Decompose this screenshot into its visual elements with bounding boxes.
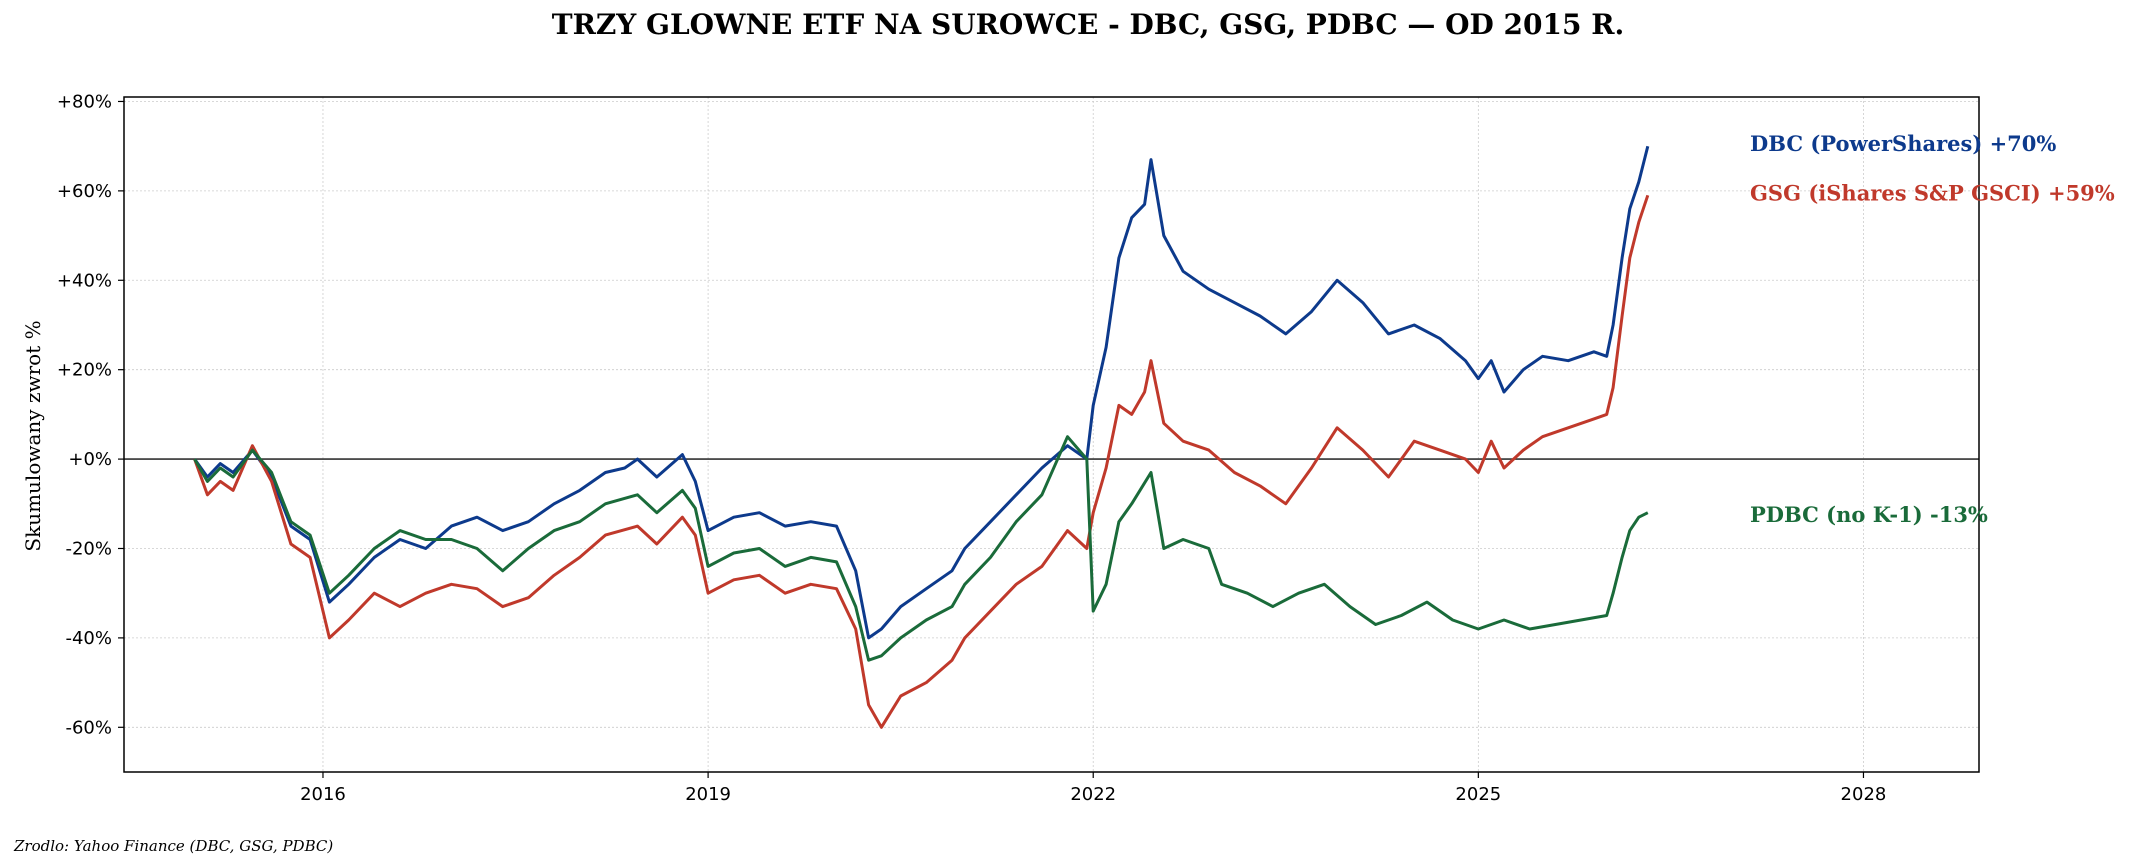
plot-frame xyxy=(123,96,1980,773)
source-note: Zrodlo: Yahoo Finance (DBC, GSG, PDBC) xyxy=(13,837,333,855)
series-end-labels: DBC (PowerShares) +70% GSG (iShares S&P G… xyxy=(1750,131,2115,527)
x-tick-label: 2019 xyxy=(685,784,731,805)
y-tick-label: +60% xyxy=(57,181,112,202)
x-tick-label: 2016 xyxy=(300,784,346,805)
x-tick-label: 2025 xyxy=(1455,784,1501,805)
x-tick-label: 2022 xyxy=(1070,784,1116,805)
y-tick-label: +0% xyxy=(68,449,112,470)
series-line-pdbc xyxy=(193,435,1649,662)
y-axis: +80% +60% +40% +20% +0% -20% -40% -60% xyxy=(57,91,124,738)
y-axis-label: Skumulowany zwrot % xyxy=(21,320,45,551)
x-tick-label: 2028 xyxy=(1841,784,1887,805)
series-end-label-pdbc: PDBC (no K-1) -13% xyxy=(1750,502,1988,527)
y-tick-label: +20% xyxy=(57,360,112,381)
series-end-label-gsg: GSG (iShares S&P GSCI) +59% xyxy=(1750,180,2115,205)
series-layer xyxy=(193,145,1650,729)
series-line-gsg xyxy=(193,194,1650,729)
grid-layer xyxy=(124,97,1979,772)
x-axis: 2016 2019 2022 2025 2028 xyxy=(300,772,1886,805)
y-tick-label: -60% xyxy=(65,717,112,738)
y-tick-label: +80% xyxy=(57,91,112,112)
series-end-label-dbc: DBC (PowerShares) +70% xyxy=(1750,131,2056,156)
chart-title: TRZY GLOWNE ETF NA SUROWCE - DBC, GSG, P… xyxy=(552,8,1624,41)
y-tick-label: +40% xyxy=(57,270,112,291)
y-tick-label: -40% xyxy=(65,628,112,649)
series-line-dbc xyxy=(193,145,1650,640)
y-tick-label: -20% xyxy=(65,538,112,559)
